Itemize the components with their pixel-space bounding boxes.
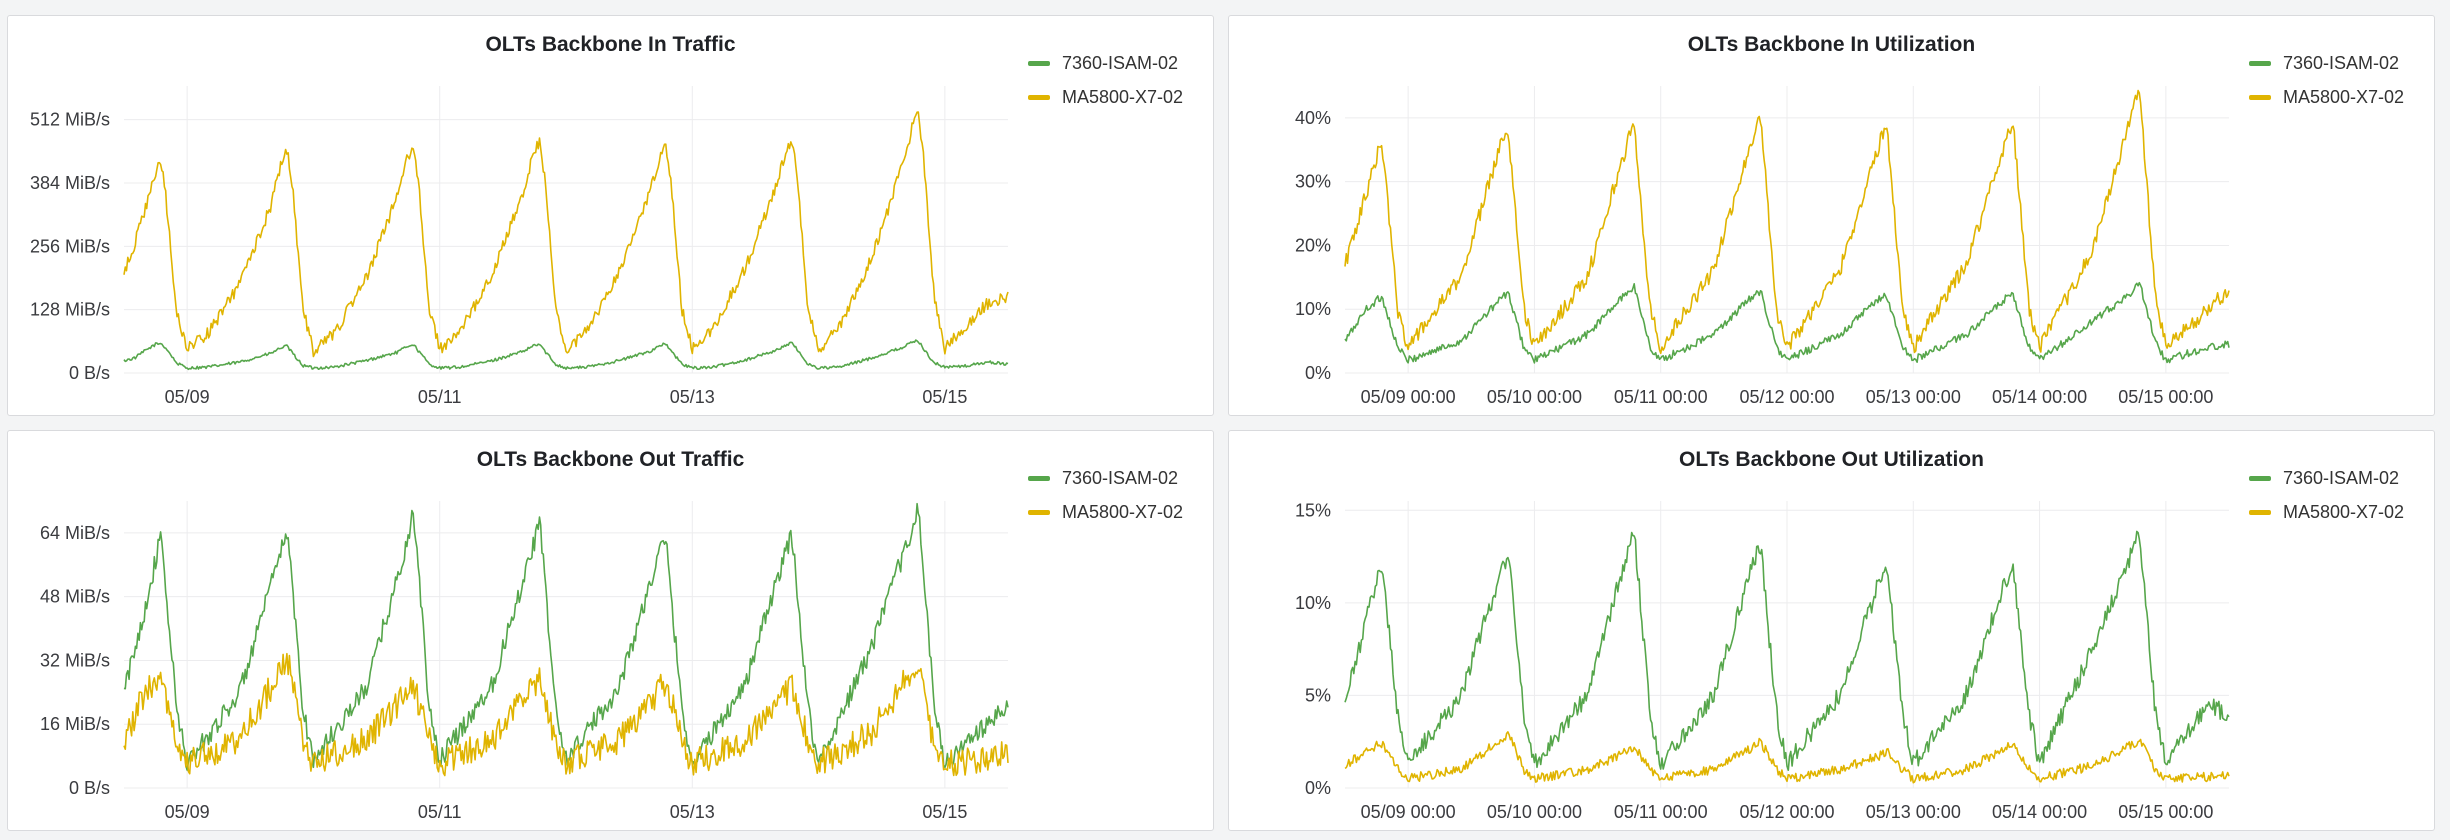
y-tick-label: 256 MiB/s (30, 236, 110, 256)
legend-label: 7360-ISAM-02 (1062, 467, 1179, 488)
x-tick-label: 05/10 00:00 (1487, 802, 1582, 822)
panel-title[interactable]: OLTs Backbone In Utilization (1687, 33, 1976, 56)
y-tick-label: 16 MiB/s (40, 714, 110, 734)
x-tick-label: 05/15 00:00 (2118, 387, 2213, 407)
series-line-7360-isam-02[interactable] (123, 502, 1009, 771)
y-tick-label: 0% (1305, 778, 1331, 798)
legend-item[interactable]: 7360-ISAM-02 (2249, 46, 2404, 80)
x-tick-label: 05/11 00:00 (1614, 387, 1708, 407)
x-tick-label: 05/11 00:00 (1614, 802, 1708, 822)
y-tick-label: 40% (1295, 108, 1331, 128)
panel-in-traffic[interactable]: OLTs Backbone In Traffic 0 B/s 128 MiB/s 25… (7, 15, 1214, 416)
legend-item[interactable]: 7360-ISAM-02 (1028, 46, 1183, 80)
chart-out-traffic[interactable]: 0 B/s 16 MiB/s 32 MiB/s 48 MiB/s 64 MiB/s 05/… (8, 431, 1215, 832)
x-tick-label: 05/14 00:00 (1992, 387, 2087, 407)
panel-out-traffic[interactable]: OLTs Backbone Out Traffic 0 B/s 16 MiB/s 32… (7, 430, 1214, 831)
y-tick-label: 128 MiB/s (30, 300, 110, 320)
x-tick-label: 05/13 (670, 387, 715, 407)
legend-item[interactable]: MA5800-X7-02 (1028, 80, 1183, 114)
y-tick-label: 0 B/s (69, 363, 110, 383)
legend-label: MA5800-X7-02 (2283, 86, 2405, 107)
x-tick-label: 05/11 (418, 802, 462, 822)
y-tick-label: 384 MiB/s (30, 173, 110, 193)
chart-in-util[interactable]: 0% 10% 20% 30% 40% 05/09 00:00 05/10 00:00 05/1… (1229, 16, 2436, 417)
y-tick-label: 30% (1295, 172, 1331, 192)
y-tick-label: 0% (1305, 363, 1331, 383)
y-tick-label: 10% (1295, 593, 1331, 613)
chart-out-util[interactable]: 0% 5% 10% 15% 05/09 00:00 05/10 00:00 05/11 00… (1229, 431, 2436, 832)
y-tick-label: 5% (1305, 685, 1331, 705)
series-line-ma5800-x7-02[interactable] (1344, 731, 2230, 784)
legend-swatch (2249, 60, 2271, 66)
x-tick-label: 05/15 (922, 387, 967, 407)
y-tick-label: 32 MiB/s (40, 650, 110, 670)
y-tick-label: 0 B/s (69, 778, 110, 798)
legend-swatch (1028, 94, 1050, 100)
x-tick-label: 05/13 00:00 (1866, 802, 1961, 822)
y-tick-label: 10% (1295, 299, 1331, 319)
x-tick-label: 05/15 (922, 802, 967, 822)
panel-title[interactable]: OLTs Backbone Out Utilization (1679, 448, 1984, 471)
panel-title[interactable]: OLTs Backbone In Traffic (485, 33, 736, 56)
legend-item[interactable]: 7360-ISAM-02 (1028, 461, 1183, 495)
legend-label: 7360-ISAM-02 (1062, 52, 1179, 73)
panel-out-utilization[interactable]: OLTs Backbone Out Utilization 0% 5% 10% 15% 0… (1228, 430, 2435, 831)
legend-swatch (1028, 509, 1050, 515)
legend-item[interactable]: MA5800-X7-02 (1028, 495, 1183, 529)
y-tick-label: 48 MiB/s (40, 587, 110, 607)
legend-item[interactable]: MA5800-X7-02 (2249, 495, 2404, 529)
legend-swatch (2249, 94, 2271, 100)
x-tick-label: 05/09 (165, 802, 210, 822)
legend-item[interactable]: MA5800-X7-02 (2249, 80, 2404, 114)
legend-swatch (1028, 60, 1050, 66)
legend: 7360-ISAM-02 MA5800-X7-02 (2249, 461, 2404, 529)
legend-label: 7360-ISAM-02 (2283, 52, 2400, 73)
legend-swatch (2249, 475, 2271, 481)
y-tick-label: 64 MiB/s (40, 523, 110, 543)
x-tick-label: 05/13 00:00 (1866, 387, 1961, 407)
legend-item[interactable]: 7360-ISAM-02 (2249, 461, 2404, 495)
series-line-ma5800-x7-02[interactable] (123, 652, 1009, 777)
legend-label: MA5800-X7-02 (1062, 86, 1184, 107)
x-tick-label: 05/13 (670, 802, 715, 822)
x-tick-label: 05/12 00:00 (1739, 802, 1834, 822)
legend-swatch (2249, 509, 2271, 515)
y-tick-label: 15% (1295, 500, 1331, 520)
x-tick-label: 05/09 (165, 387, 210, 407)
series-line-7360-isam-02[interactable] (123, 339, 1009, 371)
series-line-7360-isam-02[interactable] (1344, 281, 2230, 364)
x-tick-label: 05/15 00:00 (2118, 802, 2213, 822)
series-line-ma5800-x7-02[interactable] (123, 111, 1009, 358)
legend: 7360-ISAM-02 MA5800-X7-02 (2249, 46, 2404, 114)
panel-title[interactable]: OLTs Backbone Out Traffic (476, 448, 745, 471)
panel-in-utilization[interactable]: OLTs Backbone In Utilization 0% 10% 20% 30% 4… (1228, 15, 2435, 416)
legend-label: MA5800-X7-02 (2283, 501, 2405, 522)
x-tick-label: 05/09 00:00 (1361, 802, 1456, 822)
y-tick-label: 512 MiB/s (30, 110, 110, 130)
legend-swatch (1028, 475, 1050, 481)
series-line-7360-isam-02[interactable] (1344, 530, 2230, 771)
chart-in-traffic[interactable]: 0 B/s 128 MiB/s 256 MiB/s 384 MiB/s 512 MiB/… (8, 16, 1215, 417)
x-tick-label: 05/11 (418, 387, 462, 407)
x-tick-label: 05/14 00:00 (1992, 802, 2087, 822)
x-tick-label: 05/10 00:00 (1487, 387, 1582, 407)
legend-label: MA5800-X7-02 (1062, 501, 1184, 522)
series-line-ma5800-x7-02[interactable] (1344, 89, 2230, 355)
x-tick-label: 05/12 00:00 (1739, 387, 1834, 407)
legend-label: 7360-ISAM-02 (2283, 467, 2400, 488)
y-tick-label: 20% (1295, 235, 1331, 255)
x-tick-label: 05/09 00:00 (1361, 387, 1456, 407)
legend: 7360-ISAM-02 MA5800-X7-02 (1028, 461, 1183, 529)
legend: 7360-ISAM-02 MA5800-X7-02 (1028, 46, 1183, 114)
